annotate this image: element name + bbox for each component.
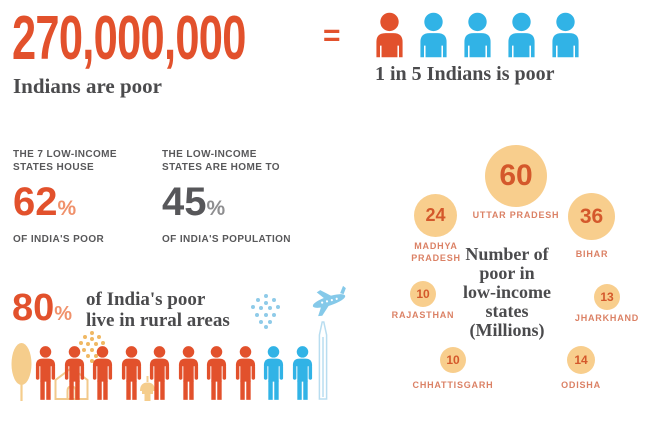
person-icon <box>206 346 227 400</box>
person-icon <box>263 346 284 400</box>
person-icon <box>149 346 170 400</box>
person-icon <box>292 346 312 400</box>
person-bust-icon <box>552 12 579 58</box>
bubble-uttar-pradesh: 60 <box>485 145 547 207</box>
ratio-caption: 1 in 5 Indians is poor <box>375 63 555 85</box>
bubble-value: 14 <box>574 353 588 367</box>
bubble-label-jharkhand: JHARKHAND <box>574 313 640 323</box>
person-icon <box>178 346 198 400</box>
person-icon <box>35 346 56 400</box>
bubble-madhya-pradesh: 24 <box>414 194 457 237</box>
person-bust-icon <box>376 12 403 58</box>
person-bust-icon <box>508 12 535 58</box>
person-icon <box>92 346 113 400</box>
person-bust-icon <box>420 12 447 58</box>
person-icon <box>64 346 84 400</box>
stat-value: 45% <box>162 180 226 224</box>
bubble-chhattisgarh: 10 <box>440 347 466 373</box>
bubble-value: 24 <box>425 205 446 225</box>
bubble-jharkhand: 13 <box>594 284 620 310</box>
stat-poor-share: THE 7 LOW-INCOME STATES HOUSE 62% OF IND… <box>13 148 163 245</box>
percent-sign: % <box>206 197 226 220</box>
bubble-value: 60 <box>499 159 533 192</box>
stat-intro: THE LOW-INCOME STATES ARE HOME TO <box>162 149 280 173</box>
rural-stat-value: 80% <box>12 287 73 329</box>
bubble-rajasthan: 10 <box>410 281 436 307</box>
bubble-label-chhattisgarh: CHHATTISGARH <box>412 380 494 390</box>
stat-intro: THE 7 LOW-INCOME STATES HOUSE <box>13 149 117 173</box>
bubble-label-odisha: ODISHA <box>561 380 601 390</box>
bubble-value: 10 <box>446 353 460 367</box>
tree-icon <box>11 343 32 401</box>
rural-caption: of India's poor live in rural areas <box>86 289 230 331</box>
stat-value: 62% <box>13 180 77 224</box>
stat-outro: OF INDIA'S POPULATION <box>162 234 291 245</box>
headline-subtitle: Indians are poor <box>13 74 162 98</box>
stat-population-share: THE LOW-INCOME STATES ARE HOME TO 45% OF… <box>162 148 312 245</box>
rural-figures <box>34 346 314 400</box>
bubble-label-rajasthan: RAJASTHAN <box>391 310 455 320</box>
person-icon <box>235 346 255 400</box>
person-icon <box>121 346 141 400</box>
stat-outro: OF INDIA'S POOR <box>13 234 105 245</box>
person-bust-icon <box>464 12 491 58</box>
bubble-label-bihar: BIHAR <box>575 249 609 259</box>
bubble-value: 36 <box>579 204 604 228</box>
percent-sign: % <box>57 197 77 220</box>
airplane-icon <box>312 285 346 317</box>
equals-sign: = <box>323 19 341 52</box>
dotted-bush-icon <box>251 294 280 329</box>
bubble-value: 13 <box>600 290 614 304</box>
chart-note: Number of poor in low-income states (Mil… <box>463 244 551 340</box>
bubble-value: 10 <box>416 287 430 301</box>
percent-sign: % <box>54 303 73 325</box>
tower-icon <box>318 321 328 400</box>
ratio-icons <box>374 12 581 58</box>
bubble-odisha: 14 <box>567 346 595 374</box>
shrine-icon <box>140 376 155 401</box>
bubble-label-madhya-pradesh: MADHYA PRADESH <box>411 241 461 263</box>
bubble-bihar: 36 <box>568 193 615 240</box>
headline-number: 270,000,000 <box>12 4 246 73</box>
bubble-label-uttar-pradesh: UTTAR PRADESH <box>472 210 560 220</box>
